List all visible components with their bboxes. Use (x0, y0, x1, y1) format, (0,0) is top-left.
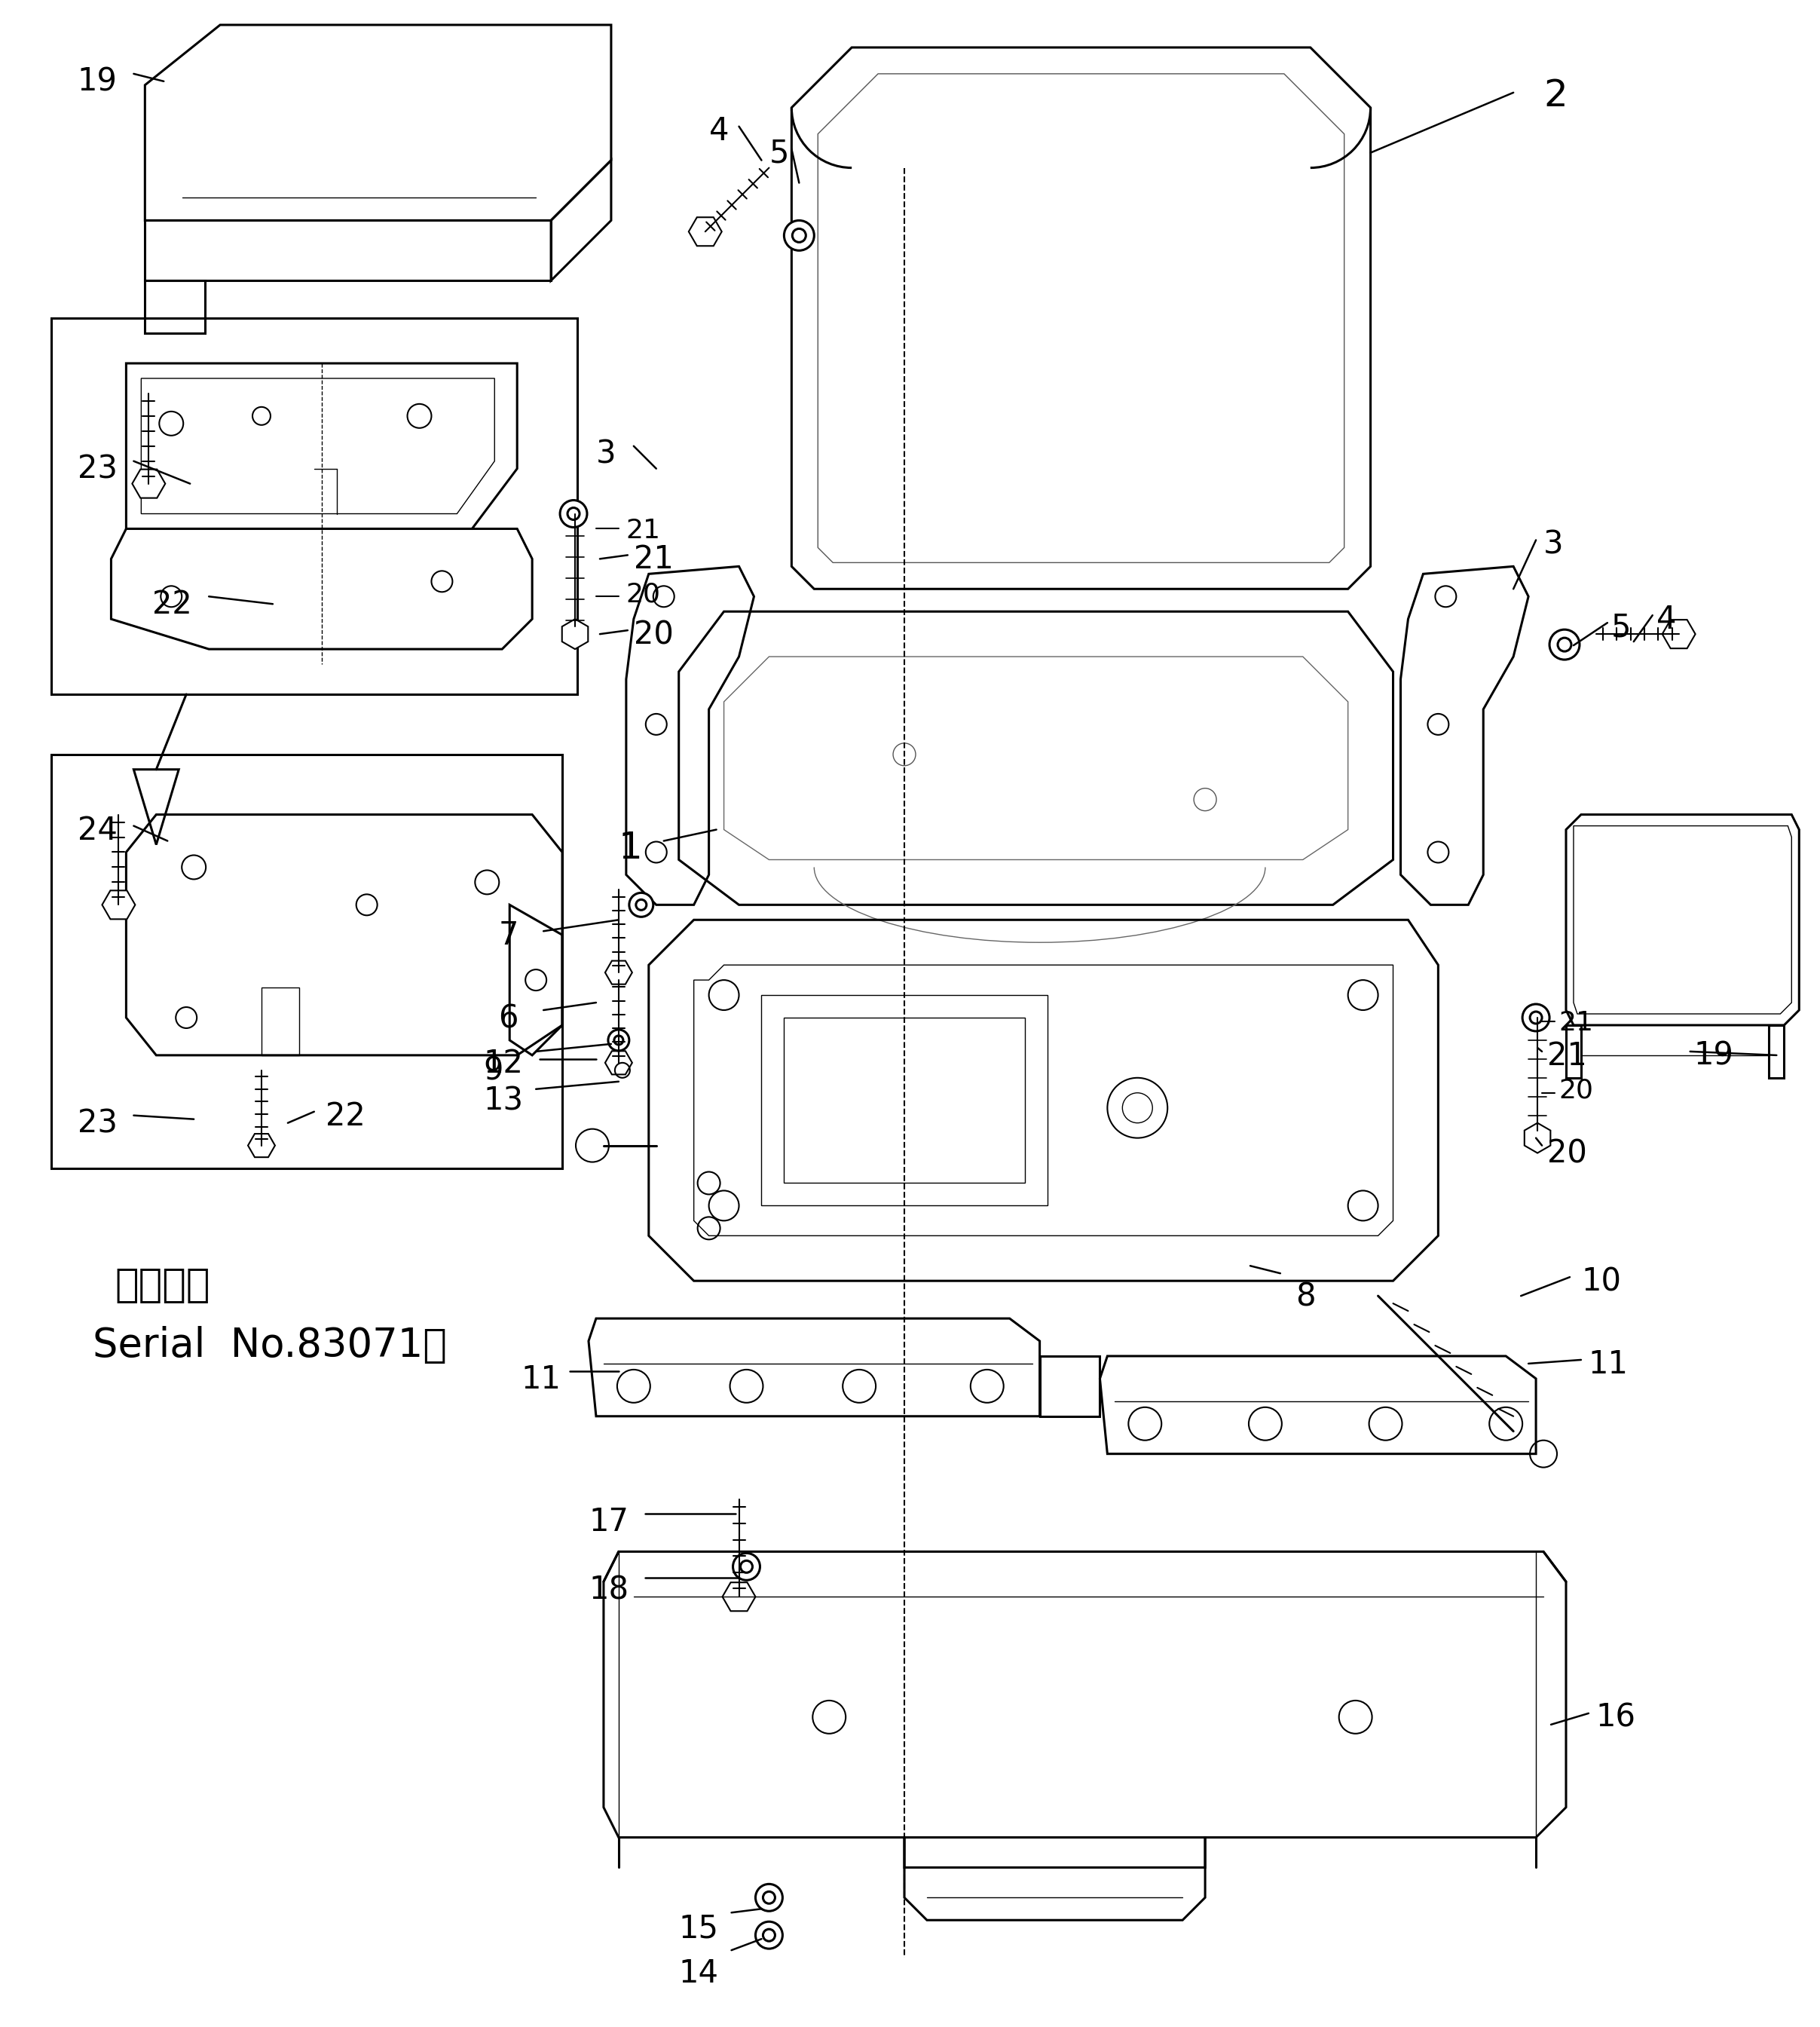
Text: 20: 20 (1558, 1078, 1592, 1103)
Text: 17: 17 (588, 1506, 628, 1538)
Text: 適用号機: 適用号機 (115, 1265, 211, 1305)
Text: 14: 14 (679, 1958, 719, 1988)
Text: 22: 22 (326, 1101, 366, 1131)
Circle shape (613, 1036, 622, 1044)
Text: 13: 13 (484, 1084, 524, 1117)
Text: 11: 11 (521, 1364, 561, 1395)
Circle shape (561, 501, 588, 527)
Text: 7: 7 (499, 920, 519, 951)
Circle shape (763, 1891, 775, 1903)
Circle shape (741, 1561, 752, 1573)
Text: 10: 10 (1582, 1265, 1622, 1297)
Circle shape (784, 221, 814, 251)
Circle shape (1531, 1011, 1542, 1024)
Circle shape (755, 1883, 783, 1911)
Text: 2: 2 (1543, 77, 1567, 114)
Text: 19: 19 (76, 67, 116, 97)
Text: 21: 21 (1547, 1040, 1587, 1072)
Text: 24: 24 (76, 815, 116, 845)
Text: 20: 20 (626, 582, 661, 606)
Text: 15: 15 (679, 1913, 719, 1944)
Circle shape (763, 1930, 775, 1942)
Circle shape (1522, 1003, 1549, 1032)
Text: 3: 3 (1543, 529, 1563, 559)
Circle shape (635, 900, 646, 910)
Circle shape (1549, 630, 1580, 659)
Text: 20: 20 (1547, 1137, 1587, 1170)
Text: 5: 5 (1611, 612, 1631, 643)
Circle shape (1558, 639, 1571, 651)
Text: 23: 23 (76, 1109, 116, 1139)
Circle shape (792, 229, 806, 243)
Bar (51, 754, 562, 1168)
Text: 20: 20 (633, 618, 673, 651)
Text: 8: 8 (1296, 1281, 1316, 1313)
Circle shape (755, 1922, 783, 1948)
Text: 6: 6 (499, 1003, 519, 1034)
Text: 19: 19 (1694, 1040, 1734, 1072)
Bar (761, 995, 1046, 1206)
Text: 12: 12 (484, 1048, 522, 1080)
Text: 9: 9 (484, 1056, 502, 1086)
Bar (51, 318, 577, 693)
Polygon shape (133, 770, 178, 845)
Text: 3: 3 (597, 438, 617, 470)
Text: 11: 11 (1589, 1348, 1629, 1380)
Text: 18: 18 (588, 1575, 628, 1605)
Text: 21: 21 (633, 543, 673, 576)
Bar (784, 1018, 1025, 1184)
Text: 23: 23 (76, 454, 116, 484)
Text: 21: 21 (1558, 1009, 1592, 1036)
Text: 16: 16 (1596, 1703, 1636, 1733)
Circle shape (568, 507, 579, 519)
Text: 4: 4 (708, 116, 728, 146)
Text: 4: 4 (1656, 604, 1676, 636)
Text: 21: 21 (626, 517, 661, 543)
Circle shape (608, 1030, 630, 1050)
Circle shape (630, 892, 653, 916)
Text: 1: 1 (619, 829, 642, 866)
Text: 5: 5 (770, 138, 790, 170)
Text: 22: 22 (153, 590, 193, 620)
Circle shape (733, 1553, 761, 1581)
Text: Serial  No.83071～: Serial No.83071～ (93, 1326, 446, 1366)
